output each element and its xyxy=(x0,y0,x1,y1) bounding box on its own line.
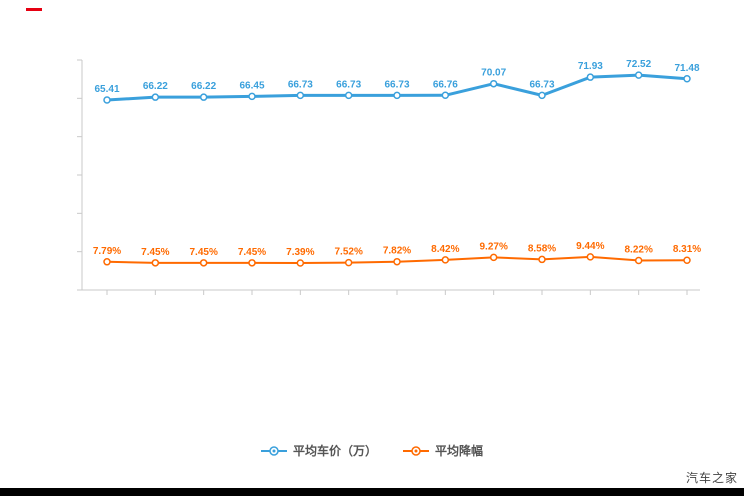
data-point-marker xyxy=(248,259,256,267)
data-point-marker xyxy=(344,258,353,267)
data-point-marker xyxy=(683,75,691,83)
data-point-marker xyxy=(344,91,353,100)
data-point-marker xyxy=(151,93,160,101)
data-label: 8.31% xyxy=(673,244,701,255)
bottom-bar xyxy=(0,488,744,496)
data-label: 66.76 xyxy=(433,79,458,90)
data-label: 7.82% xyxy=(383,246,411,257)
data-label: 7.45% xyxy=(189,247,217,258)
data-point-marker xyxy=(683,256,691,264)
data-point-marker xyxy=(199,259,208,267)
watermark-autohome: 汽车之家 xyxy=(685,471,738,485)
data-point-marker xyxy=(634,71,643,79)
data-label: 71.48 xyxy=(674,63,699,74)
data-point-marker xyxy=(151,259,160,267)
data-label: 65.41 xyxy=(94,84,119,95)
legend-marker-blue-icon xyxy=(260,445,287,456)
data-point-marker xyxy=(441,91,450,100)
data-point-marker xyxy=(441,256,450,264)
data-label: 8.22% xyxy=(624,245,652,256)
data-label: 66.73 xyxy=(529,79,554,90)
data-point-marker xyxy=(538,91,546,100)
data-label: 66.73 xyxy=(336,79,361,90)
data-point-marker xyxy=(296,259,305,267)
data-label: 66.22 xyxy=(143,81,168,92)
data-label: 7.39% xyxy=(286,247,314,258)
data-point-marker xyxy=(393,257,401,266)
legend-label-avg-price: 平均车价（万） xyxy=(292,444,377,458)
data-label: 7.45% xyxy=(141,247,169,258)
data-point-marker xyxy=(248,92,256,101)
data-point-marker xyxy=(634,256,643,265)
data-label: 66.45 xyxy=(239,80,264,91)
data-point-marker xyxy=(296,91,305,100)
data-label: 9.44% xyxy=(576,241,604,252)
data-label: 7.52% xyxy=(334,247,362,258)
data-point-marker xyxy=(199,93,208,101)
legend-label-avg-discount: 平均降幅 xyxy=(435,444,484,458)
data-label: 9.27% xyxy=(479,241,507,252)
data-point-marker xyxy=(586,73,595,81)
data-label: 7.45% xyxy=(238,247,266,258)
data-point-marker xyxy=(103,96,111,104)
data-point-marker xyxy=(489,79,498,88)
legend-marker-orange-icon xyxy=(403,445,429,456)
data-label: 72.52 xyxy=(626,59,651,70)
chart-legend: 平均车价（万） 平均降幅 xyxy=(0,442,744,459)
data-label: 66.73 xyxy=(384,79,409,90)
line-chart: 65.41 66.22 66.22 66.45 66.73 66.73 66.73 66.76… xyxy=(77,59,701,295)
data-label: 71.93 xyxy=(578,61,603,72)
data-label: 70.07 xyxy=(481,68,506,79)
data-point-marker xyxy=(538,255,546,264)
data-point-marker xyxy=(103,258,111,266)
data-point-marker xyxy=(393,91,401,100)
red-dash-mark xyxy=(26,8,42,11)
data-label: 8.42% xyxy=(431,244,459,255)
data-label: 66.73 xyxy=(288,79,313,90)
legend-item-avg-discount[interactable]: 平均降幅 xyxy=(403,442,483,459)
data-label: 8.58% xyxy=(528,243,556,254)
data-label: 7.79% xyxy=(93,246,121,257)
legend-item-avg-price[interactable]: 平均车价（万） xyxy=(260,442,377,459)
data-point-marker xyxy=(586,253,595,261)
data-point-marker xyxy=(489,253,498,262)
data-label: 66.22 xyxy=(191,81,216,92)
